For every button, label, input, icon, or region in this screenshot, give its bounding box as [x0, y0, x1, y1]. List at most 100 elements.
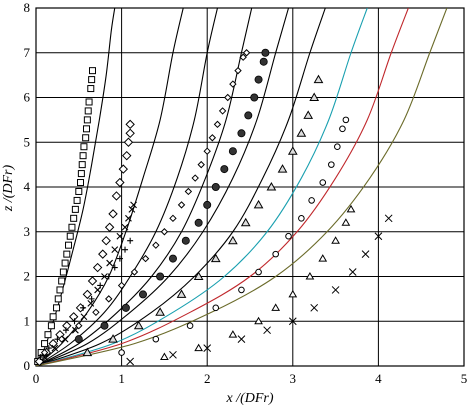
diamond-marker: [117, 281, 126, 290]
filled-circle-marker: [156, 272, 165, 281]
triangle-marker: [254, 316, 263, 325]
diamond-marker: [105, 295, 113, 303]
square-marker: [65, 241, 73, 249]
triangle-marker: [309, 92, 320, 101]
cross-marker: [310, 303, 319, 312]
square-marker: [58, 277, 66, 285]
triangle-marker: [108, 334, 118, 343]
square-marker: [87, 85, 95, 93]
triangle-marker: [82, 347, 93, 357]
open-circle-marker: [255, 268, 262, 276]
filled-circle-marker: [259, 57, 268, 66]
cross-marker: [348, 268, 357, 276]
triangle-marker: [253, 199, 264, 209]
triangle-marker: [296, 128, 307, 137]
cross-marker: [237, 335, 246, 344]
filled-circle-marker: [74, 335, 83, 344]
triangle-marker: [155, 307, 165, 316]
diamond-marker: [101, 235, 111, 246]
triangle-marker: [288, 289, 298, 298]
x-marker: [94, 286, 102, 294]
y-tick-label: 0: [24, 358, 31, 373]
diamond-marker: [87, 276, 98, 286]
square-marker: [80, 143, 88, 151]
y-tick-label: 8: [24, 0, 31, 15]
plus-marker: [127, 237, 134, 244]
triangle-marker: [303, 110, 314, 119]
square-marker: [83, 116, 91, 124]
cross-marker: [169, 350, 177, 359]
x-axis-title: x /(DFr): [225, 391, 273, 406]
cross-marker: [126, 357, 135, 366]
triangle-marker: [228, 330, 238, 338]
diamond-marker: [224, 93, 232, 102]
filled-circle-marker: [254, 75, 263, 84]
square-marker: [79, 152, 87, 160]
triangle-marker: [331, 236, 340, 244]
diamond-marker: [98, 249, 108, 259]
open-circle-marker: [334, 143, 341, 151]
diamond-marker: [111, 191, 122, 201]
plus-marker: [88, 295, 95, 302]
triangle-marker: [160, 352, 169, 361]
filled-circle-marker: [168, 254, 177, 263]
open-circle-marker: [152, 335, 160, 343]
filled-circle-marker: [261, 48, 270, 57]
plus-marker: [71, 318, 78, 325]
x-tick-label: 1: [118, 371, 125, 386]
diamond-marker: [122, 150, 132, 161]
square-marker: [75, 187, 83, 195]
diamond-marker: [125, 128, 135, 139]
diamond-marker: [115, 177, 125, 188]
diamond-marker: [218, 107, 227, 115]
square-marker: [59, 268, 67, 276]
x-marker: [125, 214, 132, 222]
triangle-marker: [318, 254, 328, 262]
x-marker: [121, 223, 129, 231]
open-circle-marker: [342, 116, 350, 124]
filled-circle-marker: [211, 182, 220, 191]
cross-marker: [361, 250, 370, 258]
triangle-marker: [287, 146, 298, 155]
open-circle-marker: [339, 125, 346, 133]
square-marker: [77, 170, 85, 178]
triangle-marker: [266, 181, 277, 191]
triangle-marker: [277, 164, 288, 173]
open-circle-marker: [186, 322, 194, 330]
square-marker: [78, 161, 86, 169]
filled-circle-marker: [194, 218, 203, 227]
square-marker: [41, 340, 49, 348]
x-marker: [51, 344, 59, 352]
diamond-marker: [130, 268, 139, 276]
open-circle-marker: [298, 215, 305, 222]
triangle-marker: [341, 218, 351, 226]
square-marker: [85, 98, 93, 106]
tick-labels: 0 1 2 3 4 5 0 1 2 3 4 5 6 7 8: [24, 0, 468, 386]
x-tick-label: 0: [33, 371, 40, 386]
x-marker: [111, 246, 119, 254]
x-marker: [130, 201, 137, 209]
diamond-marker: [203, 147, 211, 155]
open-circle-marker: [319, 179, 327, 186]
diamond-marker: [82, 289, 93, 300]
diamond-marker: [48, 338, 58, 349]
x-tick-label: 5: [461, 371, 468, 386]
square-marker: [82, 134, 90, 142]
open-circle-marker: [328, 161, 335, 168]
square-marker: [88, 76, 96, 84]
x-marker: [116, 232, 124, 240]
open-circle-marker: [272, 250, 279, 258]
diamond-marker: [169, 214, 177, 223]
filled-circle-marker: [228, 147, 237, 156]
filled-circle-marker: [250, 93, 259, 102]
filled-circle-marker: [203, 200, 212, 209]
open-circle-marker: [285, 232, 292, 240]
open-circle-marker: [212, 304, 220, 312]
diamond-marker: [104, 222, 115, 232]
diamond-marker: [92, 308, 100, 317]
diamond-marker: [177, 201, 186, 209]
diamond-marker: [229, 80, 237, 88]
y-tick-label: 3: [24, 224, 31, 239]
diamond-marker: [152, 241, 160, 249]
